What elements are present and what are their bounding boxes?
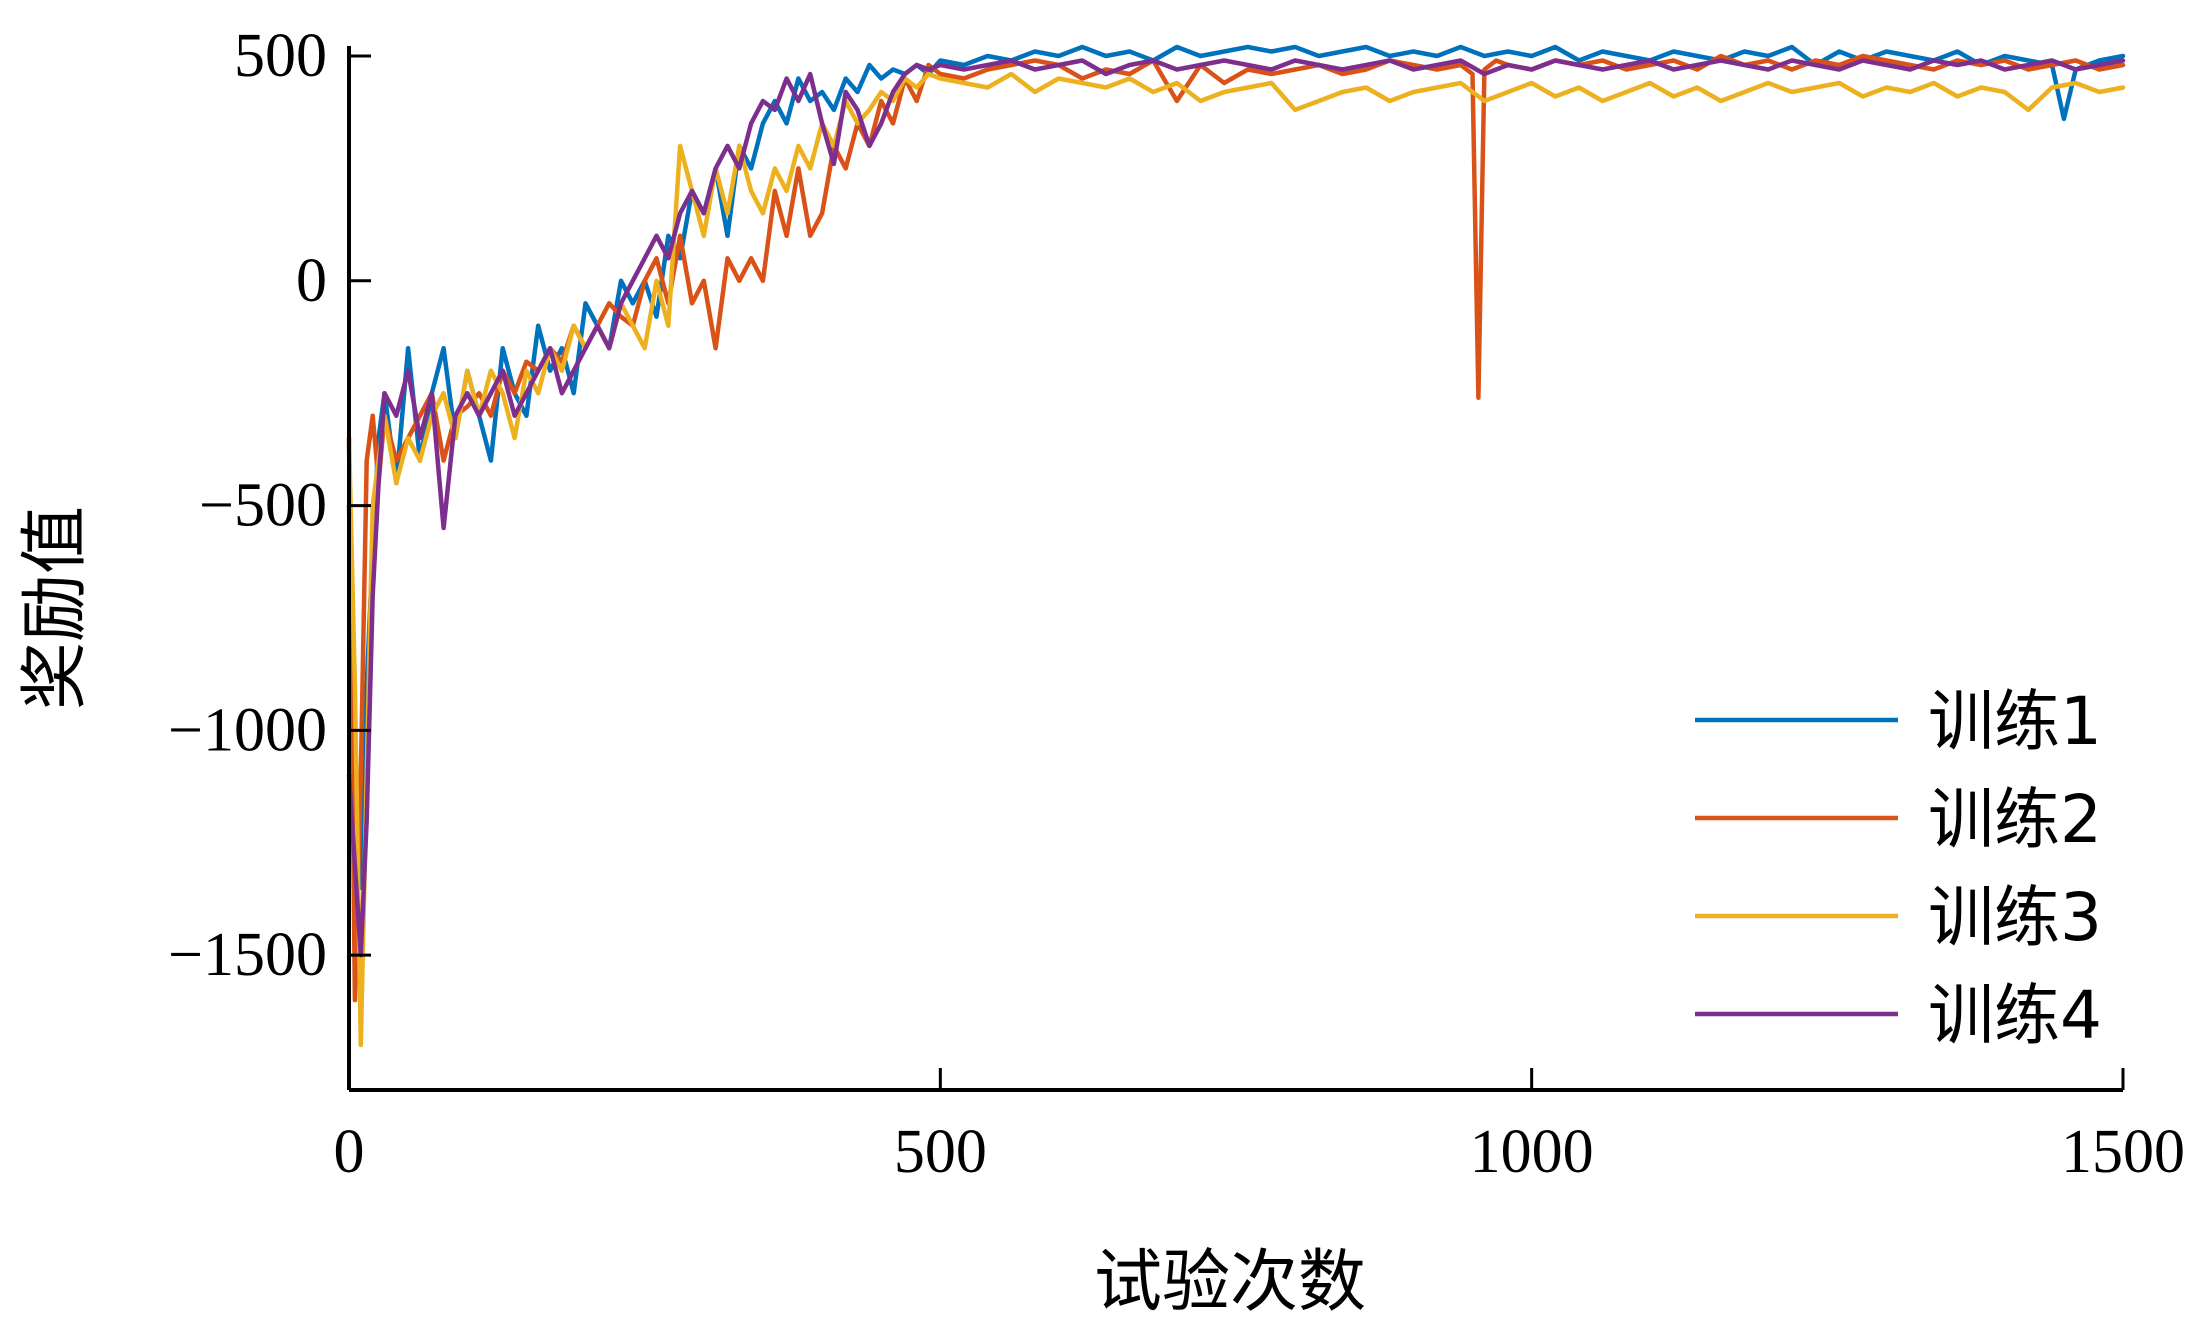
legend-item: 训练1: [1695, 683, 2102, 760]
y-tick-label: −1500: [168, 921, 327, 989]
legend: 训练1 训练2 训练3 训练4: [1695, 683, 2102, 1054]
x-axis-title: 试验次数: [1094, 1243, 1366, 1322]
legend-label: 训练3: [1928, 879, 2102, 956]
x-ticks: 0 500 1000 1500: [334, 1068, 2185, 1186]
x-tick-label: 500: [894, 1118, 987, 1186]
axis-titles: 试验次数 奖励值: [16, 506, 1366, 1322]
legend-label: 训练2: [1928, 781, 2102, 858]
legend-item: 训练4: [1695, 977, 2102, 1054]
x-tick-label: 0: [334, 1118, 365, 1186]
plot-area: [346, 44, 2126, 1048]
y-tick-label: −1000: [168, 696, 327, 764]
series-line-2: [346, 53, 2126, 1003]
series-line-1: [346, 44, 2126, 890]
series-line-3: [346, 71, 2126, 1048]
legend-item: 训练3: [1695, 879, 2102, 956]
y-tick-label: 500: [234, 22, 327, 90]
series-line-4: [346, 58, 2126, 958]
x-tick-label: 1500: [2061, 1118, 2185, 1186]
legend-label: 训练4: [1928, 977, 2102, 1054]
y-axis-title: 奖励值: [16, 506, 95, 710]
y-ticks: 500 0 −500 −1000 −1500: [168, 22, 371, 989]
legend-label: 训练1: [1928, 683, 2102, 760]
y-tick-label: −500: [199, 472, 327, 540]
y-tick-label: 0: [296, 247, 327, 315]
x-tick-label: 1000: [1470, 1118, 1594, 1186]
axes: 0 500 1000 1500 500 0 −500 −1000 −1500: [168, 22, 2185, 1186]
legend-item: 训练2: [1695, 781, 2102, 858]
